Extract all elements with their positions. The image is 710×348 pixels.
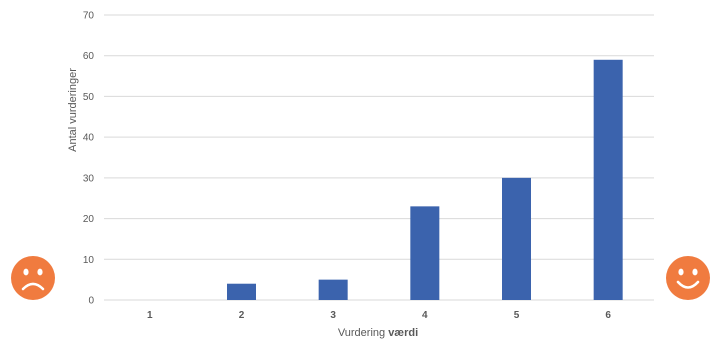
sad-face-icon bbox=[11, 256, 55, 300]
x-tick-labels: 1 2 3 4 5 6 bbox=[147, 310, 611, 321]
gridlines bbox=[104, 14, 654, 301]
x-tick-label: 2 bbox=[239, 310, 245, 321]
y-tick-label: 50 bbox=[83, 92, 95, 103]
y-tick-label: 10 bbox=[83, 255, 95, 266]
y-tick-label: 20 bbox=[83, 214, 95, 225]
x-tick-label: 5 bbox=[514, 310, 520, 321]
x-tick-label: 4 bbox=[422, 310, 428, 321]
y-tick-label: 0 bbox=[88, 296, 94, 307]
y-tick-labels: 0 10 20 30 40 50 60 70 bbox=[83, 11, 95, 307]
y-tick-label: 70 bbox=[83, 11, 95, 22]
x-tick-label: 3 bbox=[330, 310, 336, 321]
bars bbox=[227, 59, 623, 301]
bar-3 bbox=[318, 279, 348, 300]
y-tick-label: 40 bbox=[83, 133, 95, 144]
x-tick-label: 1 bbox=[147, 310, 153, 321]
y-tick-label: 30 bbox=[83, 173, 95, 184]
bar-4 bbox=[410, 206, 440, 300]
x-axis-label: Vurdering værdi bbox=[338, 327, 418, 339]
y-tick-label: 60 bbox=[83, 51, 95, 62]
x-axis-label-bold: værdi bbox=[388, 327, 418, 339]
y-axis-label: Antal vurderinger bbox=[67, 68, 79, 152]
x-axis-label-prefix: Vurdering bbox=[338, 327, 388, 339]
bar-2 bbox=[227, 283, 256, 300]
bar-5 bbox=[502, 177, 531, 300]
bar-6 bbox=[593, 59, 623, 301]
happy-face-icon bbox=[666, 256, 710, 300]
x-tick-label: 6 bbox=[605, 310, 611, 321]
